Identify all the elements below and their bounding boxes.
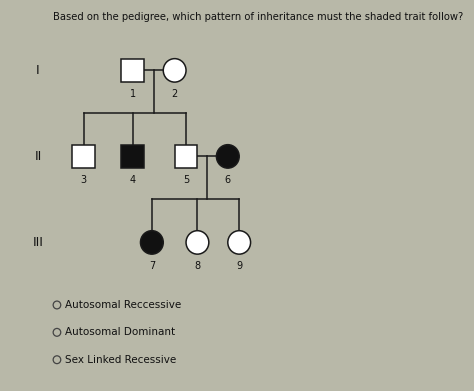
Text: 7: 7 <box>149 261 155 271</box>
Circle shape <box>140 231 163 254</box>
Text: 3: 3 <box>81 175 87 185</box>
Text: Autosomal Reccessive: Autosomal Reccessive <box>65 300 182 310</box>
Text: Autosomal Dominant: Autosomal Dominant <box>65 327 175 337</box>
Text: III: III <box>33 236 44 249</box>
Circle shape <box>228 231 251 254</box>
Text: 9: 9 <box>236 261 242 271</box>
Text: 1: 1 <box>130 89 136 99</box>
Bar <box>121 145 144 168</box>
Text: Sex Linked Recessive: Sex Linked Recessive <box>65 355 176 365</box>
Text: 6: 6 <box>225 175 231 185</box>
Text: 4: 4 <box>130 175 136 185</box>
Text: 2: 2 <box>172 89 178 99</box>
Text: 5: 5 <box>183 175 189 185</box>
Bar <box>174 145 198 168</box>
Text: Based on the pedigree, which pattern of inheritance must the shaded trait follow: Based on the pedigree, which pattern of … <box>53 12 464 22</box>
Text: II: II <box>34 150 42 163</box>
Circle shape <box>217 145 239 168</box>
Text: I: I <box>36 64 40 77</box>
Bar <box>72 145 95 168</box>
Text: 8: 8 <box>194 261 201 271</box>
Circle shape <box>163 59 186 82</box>
Bar <box>121 59 144 82</box>
Circle shape <box>186 231 209 254</box>
